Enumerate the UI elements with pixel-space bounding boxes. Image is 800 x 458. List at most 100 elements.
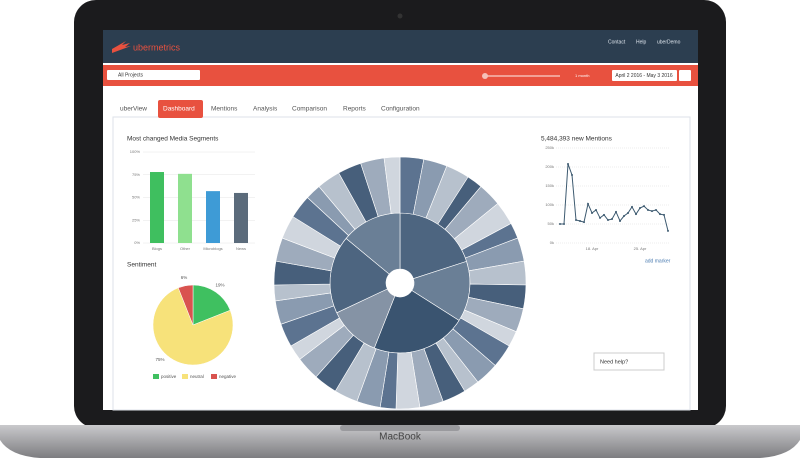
y-tick-label: 100k	[545, 202, 554, 207]
sunburst-segment	[383, 156, 401, 214]
logo: ubermetrics	[133, 42, 181, 52]
line-point	[623, 215, 625, 218]
line-point	[647, 208, 649, 211]
pie-chart-title: Sentiment	[127, 262, 156, 269]
line-point	[587, 202, 589, 205]
legend-label: positive	[161, 374, 177, 379]
y-tick-label: 150k	[545, 183, 554, 188]
header	[103, 30, 698, 63]
legend-swatch	[153, 374, 159, 379]
line-point	[651, 210, 653, 213]
line-point	[559, 223, 561, 225]
y-tick-label: 250k	[545, 145, 554, 150]
y-tick-label: 25%	[132, 217, 140, 222]
date-range: April 2 2016 - May 3 2016	[615, 73, 672, 79]
line-point	[575, 219, 577, 222]
charts: 0% 25% 50% 75% 100% Blogs Other Microblogs News 1…	[130, 145, 670, 410]
bar	[178, 173, 192, 243]
bar-chart-title: Most changed Media Segments	[127, 136, 219, 143]
toolbar	[103, 65, 698, 86]
line-point	[631, 205, 633, 208]
x-tick-label: 25. Apr	[634, 246, 647, 251]
line-point	[627, 211, 629, 214]
line-point	[607, 219, 609, 222]
line-point	[615, 210, 617, 213]
line-chart-title: 5,484,393 new Mentions	[541, 136, 613, 143]
pie-slice	[177, 284, 194, 326]
device-label: MacBook	[379, 432, 422, 443]
x-tick-label: 18. Apr	[586, 246, 599, 251]
nav-link[interactable]: Contact	[608, 39, 626, 45]
line-point	[579, 219, 581, 222]
x-tick-label: Other	[180, 246, 191, 251]
project-select[interactable]	[107, 70, 200, 80]
slider-label: 1 month	[575, 73, 589, 78]
y-tick-label: 200k	[545, 164, 554, 169]
y-tick-label: 0k	[550, 240, 554, 245]
nav-link[interactable]: Help	[636, 39, 647, 45]
pie-slice	[192, 284, 231, 326]
line-point	[655, 208, 657, 211]
help-box[interactable]	[593, 352, 665, 371]
line-point	[591, 211, 593, 214]
tabs: uberView Dashboard Mentions Analysis Compari…	[120, 106, 420, 113]
line-point	[571, 173, 573, 176]
active-tab[interactable]	[158, 100, 203, 118]
tab[interactable]: Analysis	[253, 106, 278, 113]
pie-label: 6%	[181, 275, 188, 280]
project-name: All Projects	[118, 72, 144, 78]
y-tick-label: 75%	[132, 172, 140, 177]
tab[interactable]: Configuration	[381, 106, 420, 113]
line-point	[611, 218, 613, 221]
logo-icon	[112, 41, 131, 53]
date-picker[interactable]	[612, 70, 677, 81]
line-point	[663, 213, 665, 216]
x-tick-label: Microblogs	[203, 246, 222, 251]
x-tick-label: Blogs	[152, 246, 162, 251]
line-point	[643, 205, 645, 208]
y-tick-label: 50k	[548, 221, 554, 226]
line-point	[639, 207, 641, 210]
y-tick-label: 0%	[134, 240, 140, 245]
tab[interactable]: Comparison	[292, 106, 327, 113]
legend-label: neutral	[190, 374, 204, 379]
sunburst-center	[391, 274, 409, 292]
line-point	[659, 213, 661, 216]
tab[interactable]: Mentions	[211, 106, 238, 113]
legend-swatch	[211, 374, 217, 379]
laptop-base	[0, 425, 800, 458]
bar	[150, 172, 164, 243]
line	[560, 163, 669, 231]
line-point	[595, 208, 597, 211]
pie-label: 19%	[215, 282, 224, 287]
line-point	[563, 223, 565, 225]
bar	[234, 192, 248, 243]
line-point	[619, 219, 621, 222]
line-point	[583, 221, 585, 224]
notch	[340, 425, 460, 431]
legend-label: negative	[219, 374, 237, 379]
bar	[206, 191, 220, 243]
pie-label: 75%	[155, 357, 164, 362]
nav-link[interactable]: uberDemo	[657, 39, 681, 45]
line-point	[667, 229, 669, 232]
refresh-button[interactable]	[679, 70, 691, 81]
tab[interactable]: Dashboard	[163, 106, 195, 113]
add-marker[interactable]: add marker	[645, 258, 671, 264]
camera	[397, 13, 403, 19]
line-point	[567, 162, 569, 165]
y-tick-label: 100%	[130, 149, 141, 154]
line-point	[635, 213, 637, 216]
x-tick-label: News	[236, 246, 246, 251]
line-point	[599, 216, 601, 219]
legend-swatch	[182, 374, 188, 379]
tab[interactable]: uberView	[120, 106, 147, 113]
pie-slice	[152, 287, 234, 366]
slider-handle[interactable]	[482, 73, 488, 79]
y-tick-label: 50%	[132, 195, 140, 200]
line-point	[603, 213, 605, 216]
help-text: Need help?	[600, 359, 628, 365]
tab[interactable]: Reports	[343, 106, 367, 113]
